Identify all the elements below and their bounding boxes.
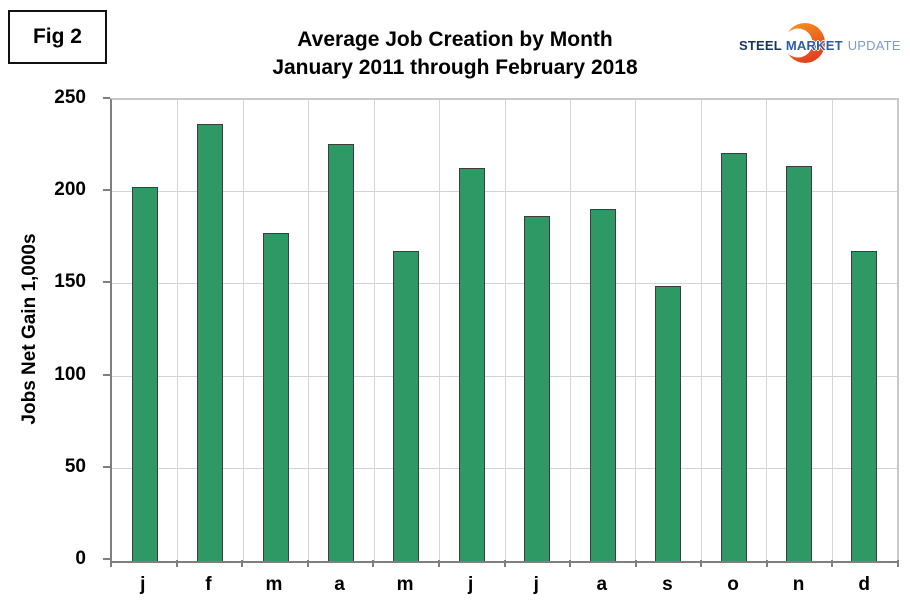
x-label-6-j: j [468,574,474,595]
bar-slot-8-a [570,100,635,561]
logo-word-update: UPDATE [847,38,901,53]
y-tick-mark-200 [103,189,110,192]
gridline-category-separator [308,100,310,561]
bar-slot-7-j [505,100,570,561]
logo-word-steel: STEEL [739,38,782,53]
gridline-category-separator [831,100,833,561]
bar-11-n [785,166,812,561]
gridline-category-separator [439,100,441,561]
gridline-category-separator [177,100,179,561]
bar-slot-3-m [243,100,308,561]
bar-slot-9-s [635,100,700,561]
x-label-4-a: a [334,574,345,595]
bar-slot-2-f [177,100,242,561]
bar-5-m [393,251,420,561]
bar-10-o [720,153,747,561]
gridline-category-separator [373,100,375,561]
bar-slot-1-j [112,100,177,561]
figure-number-label: Fig 2 [32,25,82,48]
x-tick-mark-6 [503,560,506,567]
x-tick-mark-2 [241,560,244,567]
bar-6-j [458,168,485,561]
x-tick-mark-0 [110,560,112,567]
bar-slot-5-m [374,100,439,561]
x-label-9-s: s [662,574,673,595]
bar-1-j [131,186,158,561]
x-tick-mark-7 [569,560,572,567]
y-tick-label-100: 100 [54,363,86,385]
figure-number-box: Fig 2 [8,10,107,64]
x-label-8-a: a [596,574,608,595]
x-label-10-o: o [727,574,739,595]
y-tick-mark-250 [103,97,110,99]
gridline-category-separator [504,100,506,561]
gridline-category-separator [766,100,768,561]
bar-8-a [589,208,616,561]
bar-12-d [851,251,878,561]
y-tick-label-0: 0 [75,548,86,569]
logo-text: STEEL MARKET UPDATE [739,38,901,53]
x-label-7-j: j [533,574,539,595]
chart-title-line2: January 2011 through February 2018 [272,56,638,79]
gridline-category-separator [569,100,571,561]
gridline-category-separator [700,100,702,561]
x-label-3-m: m [265,574,283,595]
x-tick-mark-9 [700,560,703,567]
plot-area [110,98,899,563]
x-axis-tick-marks [110,560,899,568]
gridline-category-separator [242,100,244,561]
x-tick-mark-8 [634,560,637,567]
x-tick-mark-4 [372,560,375,567]
bar-slot-6-j [439,100,504,561]
y-tick-mark-100 [103,373,110,376]
x-tick-mark-5 [437,560,440,567]
steel-market-update-logo: STEEL MARKET UPDATE [737,18,900,68]
x-tick-mark-12 [897,560,899,567]
y-tick-mark-150 [103,281,110,284]
chart-title: Average Job Creation by Month January 20… [0,26,910,82]
bar-slot-10-o [701,100,766,561]
bar-9-s [655,286,682,561]
logo-swoosh-icon [777,18,833,68]
x-tick-mark-10 [765,560,768,567]
logo-word-market: MARKET [785,38,843,53]
x-label-12-d: d [858,574,870,595]
bar-slot-4-a [308,100,373,561]
x-tick-mark-11 [831,560,834,567]
y-axis-tick-labels: 0 50 100 150 200 250 [0,88,100,568]
y-tick-mark-0 [103,558,110,560]
bar-7-j [524,216,551,561]
x-label-5-m: m [396,574,414,595]
y-tick-label-200: 200 [54,179,86,201]
x-tick-mark-3 [306,560,309,567]
x-label-1-j: j [140,574,146,595]
gridline-category-separator [635,100,637,561]
y-tick-label-150: 150 [54,271,86,293]
chart-title-line1: Average Job Creation by Month [297,28,613,51]
y-tick-label-50: 50 [64,455,86,477]
x-label-2-f: f [205,574,212,595]
y-tick-label-250: 250 [54,87,86,108]
x-tick-mark-1 [175,560,178,567]
bar-slot-12-d [832,100,897,561]
y-tick-mark-50 [103,465,110,468]
bar-slot-11-n [766,100,831,561]
bar-2-f [197,123,224,561]
x-label-11-n: n [792,574,805,595]
bar-4-a [327,144,354,561]
bar-3-m [262,232,289,561]
bar-series [112,100,897,561]
